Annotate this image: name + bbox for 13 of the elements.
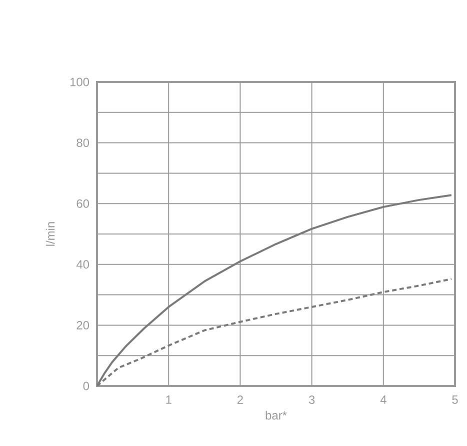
y-tick-label: 20	[76, 320, 90, 330]
y-axis-title: l/min	[46, 222, 55, 246]
y-tick-label: 0	[83, 382, 90, 390]
x-tick-label: 2	[237, 396, 243, 404]
x-tick-label: 1	[166, 396, 172, 404]
y-tick-label: 60	[76, 199, 90, 208]
x-tick-label: 4	[380, 396, 386, 404]
x-axis-title: bar*	[266, 410, 287, 420]
x-tick-label: 5	[452, 396, 458, 404]
y-tick-label: 40	[76, 260, 90, 269]
x-tick-label: 3	[308, 396, 315, 404]
y-tick-label: 100	[70, 78, 90, 86]
y-tick-label: 80	[76, 138, 90, 148]
